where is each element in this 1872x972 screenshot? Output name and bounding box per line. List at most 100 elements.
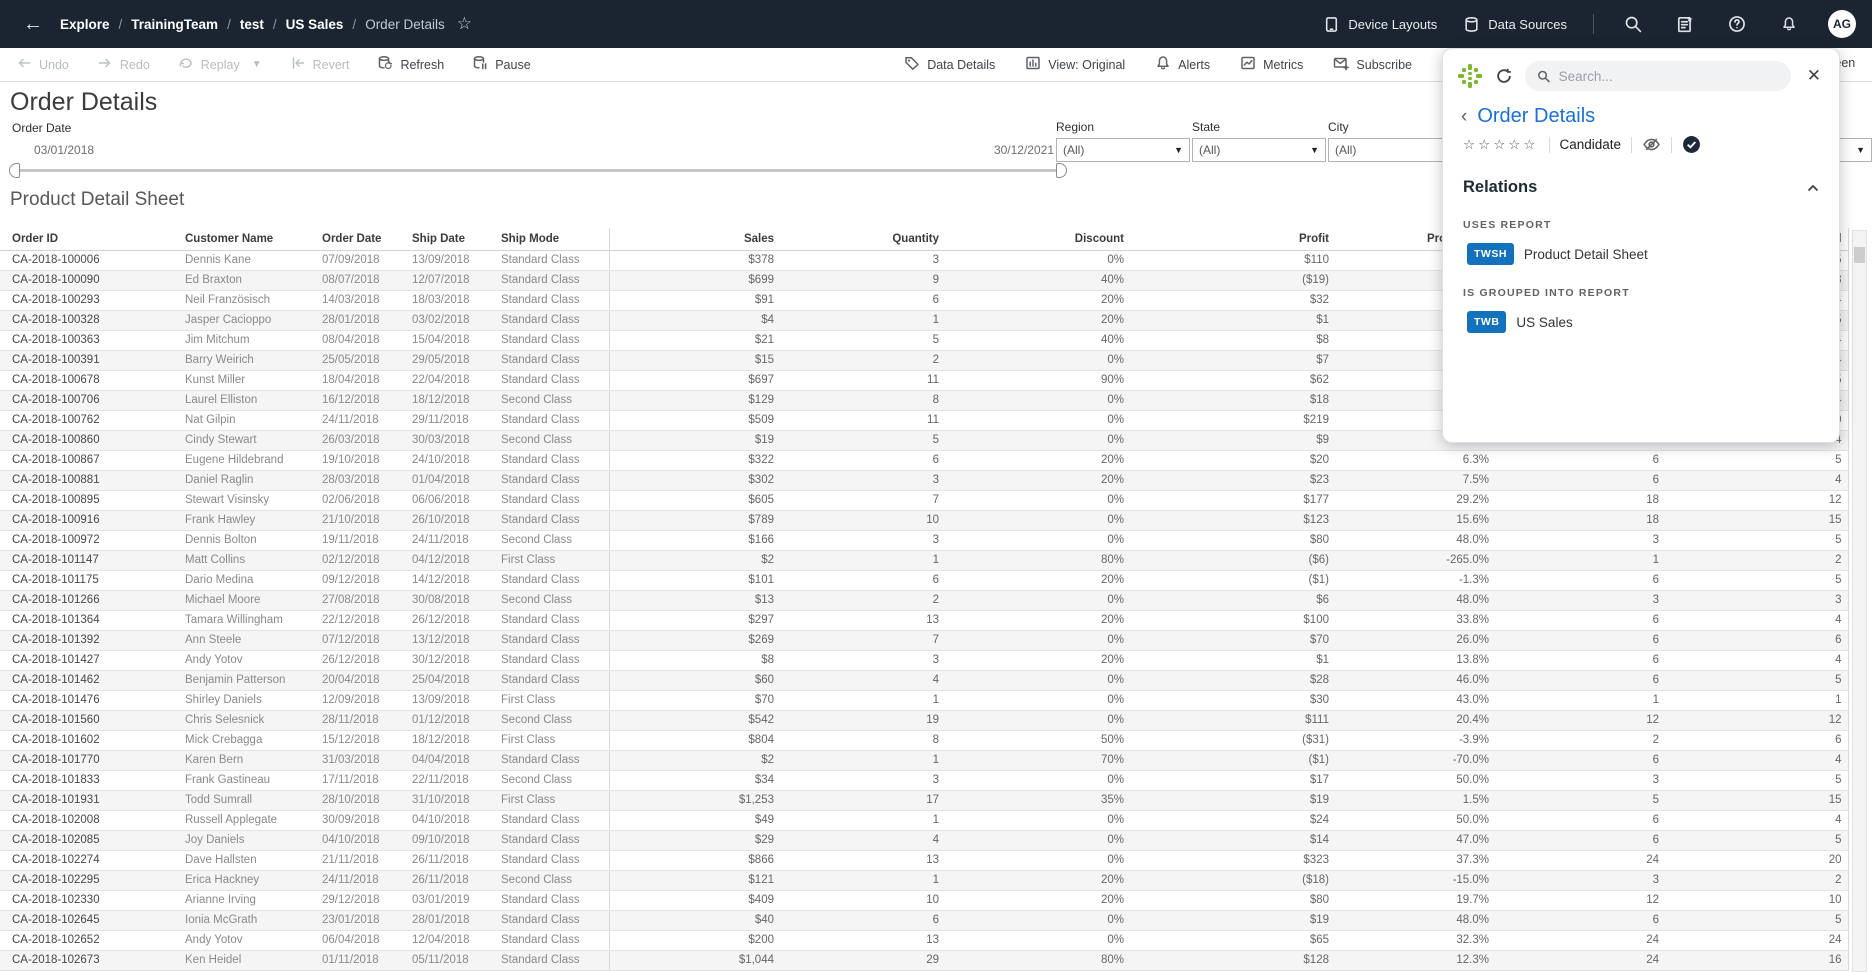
table-cell: $60 [608,670,780,691]
search-icon[interactable] [1620,11,1646,37]
table-row[interactable]: CA-2018-101560 Chris Selesnick 28/11/2018 0… [0,710,1849,731]
relation-item-product-detail-sheet[interactable]: TWSH Product Detail Sheet [1443,231,1839,265]
divider [1631,136,1633,153]
breadcrumb-item-test[interactable]: test [239,16,264,32]
chevron-down-icon[interactable]: ▼ [251,59,262,70]
notes-star-icon[interactable] [1672,11,1698,37]
state-filter-select[interactable]: (All) ▼ [1192,138,1326,162]
breadcrumb-item-trainingteam[interactable]: TrainingTeam [131,16,219,32]
region-filter-select[interactable]: (All) ▼ [1056,138,1190,162]
table-cell: 12/09/2018 [316,690,406,711]
pause-button[interactable]: Pause [472,55,531,74]
vertical-scrollbar[interactable] [1852,230,1867,972]
table-cell: 20 [1665,850,1849,871]
table-row[interactable]: CA-2018-102652 Andy Yotov 06/04/2018 12/04/… [0,930,1849,951]
panel-back-chevron-icon[interactable]: ‹ [1461,106,1468,127]
date-range-slider-track[interactable] [16,169,1058,172]
breadcrumb-item-us-sales[interactable]: US Sales [285,16,344,32]
table-row[interactable]: CA-2018-100972 Dennis Bolton 19/11/2018 24/… [0,530,1849,551]
panel-title[interactable]: Order Details [1477,105,1596,127]
table-cell: 30/12/2018 [406,650,495,671]
table-cell: CA-2018-102652 [0,930,179,951]
twsh-badge: TWSH [1467,243,1514,265]
panel-refresh-icon[interactable] [1495,67,1513,85]
table-cell: 18/04/2018 [316,370,406,391]
chevron-up-icon[interactable] [1805,180,1821,196]
table-cell: Standard Class [495,570,609,591]
user-avatar[interactable]: AG [1828,10,1856,38]
table-row[interactable]: CA-2018-101147 Matt Collins 02/12/2018 04/1… [0,550,1849,571]
table-cell: $111 [1130,710,1335,731]
rating-stars[interactable]: ☆☆☆☆☆ [1463,136,1539,152]
table-row[interactable]: CA-2018-101833 Frank Gastineau 17/11/2018 2… [0,770,1849,791]
table-cell: $18 [1130,390,1335,411]
table-row[interactable]: CA-2018-102085 Joy Daniels 04/10/2018 09/10… [0,830,1849,851]
table-row[interactable]: CA-2018-101476 Shirley Daniels 12/09/2018 1… [0,690,1849,711]
table-row[interactable]: CA-2018-101392 Ann Steele 07/12/2018 13/12/… [0,630,1849,651]
table-row[interactable]: CA-2018-101770 Karen Bern 31/03/2018 04/04/… [0,750,1849,771]
panel-close-icon[interactable]: ✕ [1806,66,1821,85]
table-cell: Standard Class [495,310,609,331]
green-grid-logo-icon [1457,63,1483,89]
device-layouts-button[interactable]: Device Layouts [1323,16,1437,33]
panel-search-input[interactable] [1558,68,1779,84]
table-cell: 15/04/2018 [406,330,495,351]
table-row[interactable]: CA-2018-100860 Cindy Stewart 26/03/2018 30/… [0,430,1849,451]
panel-search-box[interactable] [1525,61,1791,91]
alerts-button[interactable]: Alerts [1155,55,1210,74]
table-cell: 6 [780,450,945,471]
table-row[interactable]: CA-2018-102330 Arianne Irving 29/12/2018 03… [0,890,1849,911]
table-row[interactable]: CA-2018-100881 Daniel Raglin 28/03/2018 01/… [0,470,1849,491]
table-row[interactable]: CA-2018-101175 Dario Medina 09/12/2018 14/1… [0,570,1849,591]
data-sources-button[interactable]: Data Sources [1463,16,1567,33]
table-row[interactable]: CA-2018-102274 Dave Hallsten 21/11/2018 26/… [0,850,1849,871]
table-cell: 12 [1495,890,1665,911]
metrics-button[interactable]: Metrics [1240,55,1303,74]
verified-check-icon[interactable] [1682,135,1701,154]
table-cell: CA-2018-100363 [0,330,179,351]
table-row[interactable]: CA-2018-100867 Eugene Hildebrand 19/10/201… [0,450,1849,471]
table-row[interactable]: CA-2018-102673 Ken Heidel 01/11/2018 05/11/… [0,950,1849,971]
date-range-slider-handle-end[interactable] [1056,163,1067,178]
bell-icon[interactable] [1776,11,1802,37]
table-cell: Kunst Miller [179,370,316,391]
table-row[interactable]: CA-2018-101931 Todd Sumrall 28/10/2018 31/1… [0,790,1849,811]
table-cell: 6 [780,290,945,311]
table-cell: 29/12/2018 [316,890,406,911]
relation-item-us-sales[interactable]: TWB US Sales [1443,299,1839,333]
data-details-button[interactable]: Data Details [904,55,995,74]
back-button[interactable]: ← [23,12,43,35]
table-row[interactable]: CA-2018-101602 Mick Crebagga 15/12/2018 18/… [0,730,1849,751]
scrollbar-thumb[interactable] [1854,247,1865,263]
refresh-button[interactable]: Refresh [377,55,444,74]
view-original-button[interactable]: View: Original [1025,55,1125,74]
table-cell: Barry Weirich [179,350,316,371]
table-cell: 30/08/2018 [406,590,495,611]
table-cell: $297 [608,610,780,631]
table-row[interactable]: CA-2018-102645 Ionia McGrath 23/01/2018 28/… [0,910,1849,931]
table-row[interactable]: CA-2018-101462 Benjamin Patterson 20/04/20… [0,670,1849,691]
undo-icon [16,55,32,74]
toolbar-item-label: Revert [312,57,350,72]
table-row[interactable]: CA-2018-101266 Michael Moore 27/08/2018 30/… [0,590,1849,611]
table-row[interactable]: CA-2018-102295 Erica Hackney 24/11/2018 26/… [0,870,1849,891]
table-row[interactable]: CA-2018-101427 Andy Yotov 26/12/2018 30/12/… [0,650,1849,671]
table-cell: 0% [945,530,1130,551]
table-row[interactable]: CA-2018-100895 Stewart Visinsky 02/06/2018… [0,490,1849,511]
relation-item-label: US Sales [1516,314,1573,330]
table-row[interactable]: CA-2018-102008 Russell Applegate 30/09/201… [0,810,1849,831]
eye-slash-icon[interactable] [1642,135,1661,154]
table-row[interactable]: CA-2018-100916 Frank Hawley 21/10/2018 26/1… [0,510,1849,531]
subscribe-button[interactable]: Subscribe [1333,55,1412,74]
table-cell: 20% [945,310,1130,331]
breadcrumb-item-explore[interactable]: Explore [60,16,110,32]
table-cell: 28/10/2018 [316,790,406,811]
table-cell: $409 [608,890,780,911]
help-icon[interactable] [1724,11,1750,37]
table-row[interactable]: CA-2018-101364 Tamara Willingham 22/12/201… [0,610,1849,631]
favorite-star-icon[interactable]: ☆ [456,14,472,33]
date-range-slider-handle-start[interactable] [9,163,20,178]
table-cell: CA-2018-102008 [0,810,179,831]
table-cell: CA-2018-100678 [0,370,179,391]
table-row[interactable]: CA-2018-100006 Dennis Kane 07/09/2018 13/09… [0,250,1849,271]
